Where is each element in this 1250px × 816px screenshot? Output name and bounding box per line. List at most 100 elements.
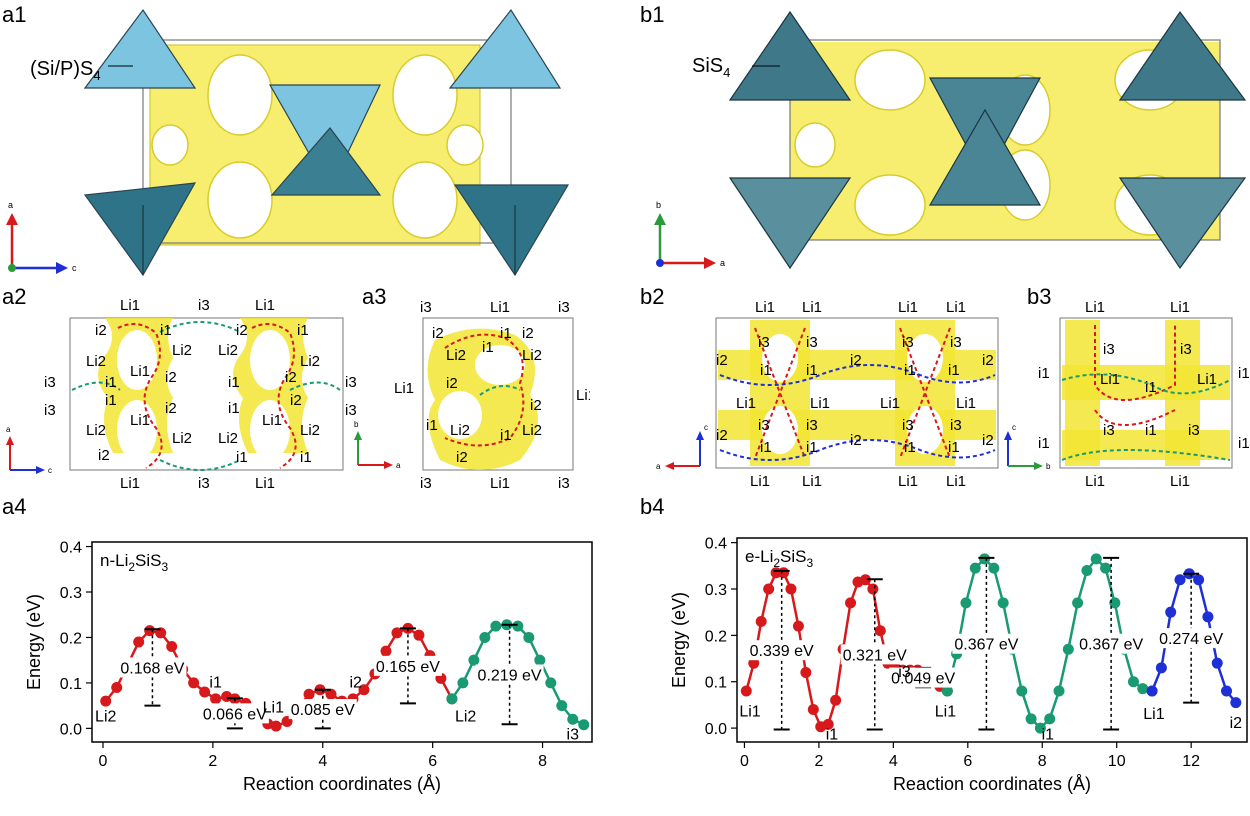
svg-text:Li2: Li2	[450, 422, 470, 439]
data-point	[133, 636, 145, 648]
barrier-label: 0.367 eV	[1079, 637, 1143, 654]
barrier-label-bg	[952, 633, 1021, 654]
data-point	[859, 574, 871, 586]
data-point	[523, 631, 535, 643]
data-point	[391, 627, 403, 639]
data-point	[830, 694, 842, 706]
svg-text:i1: i1	[1145, 379, 1157, 396]
svg-text:i2: i2	[432, 325, 444, 342]
data-point	[325, 688, 337, 700]
a1-tetra-label: (Si/P)S4	[30, 58, 101, 83]
x-tick-label: 10	[1108, 753, 1126, 770]
data-point	[188, 677, 200, 689]
data-point	[468, 654, 480, 666]
svg-text:Li2: Li2	[86, 353, 106, 370]
barrier-label: 0.066 eV	[203, 706, 267, 723]
x-tick-label: 12	[1182, 753, 1200, 770]
svg-text:i3: i3	[44, 402, 56, 419]
data-point	[1202, 611, 1214, 623]
barrier-label-bg	[1077, 633, 1146, 654]
svg-text:Li1: Li1	[255, 297, 275, 314]
svg-text:a: a	[6, 425, 11, 434]
x-axis-label: Reaction coordinates (Å)	[243, 774, 441, 794]
svg-text:i3: i3	[44, 374, 56, 391]
data-point	[270, 720, 282, 732]
panel-label-a3: a3	[362, 284, 387, 309]
y-tick-label: 0.1	[705, 675, 727, 692]
data-point	[199, 686, 211, 698]
axis-triad-b3: c b	[1004, 423, 1051, 471]
panel-label-b1: b1	[640, 2, 665, 27]
x-tick-label: 2	[814, 753, 823, 770]
energy-chart-a4: 0 2 4 6 8 0.0 0.1 0.2 0.3 0.4 Reaction coordinates…	[24, 540, 593, 794]
x-tick-label: 6	[428, 753, 437, 770]
site-mark-label: Li1	[935, 704, 956, 721]
svg-text:i1: i1	[105, 374, 117, 391]
barrier-label: 0.274 eV	[1159, 631, 1223, 648]
data-point	[988, 562, 1000, 574]
y-tick-label: 0.1	[60, 676, 82, 693]
panel-label-a4: a4	[2, 494, 27, 519]
data-point	[534, 654, 546, 666]
svg-text:i1: i1	[904, 362, 916, 379]
svg-text:Li2: Li2	[218, 342, 238, 359]
data-point	[1081, 564, 1093, 576]
svg-text:i3: i3	[758, 417, 770, 434]
data-point	[1146, 685, 1158, 697]
data-point	[166, 641, 178, 653]
site-mark-label: Li1	[1143, 706, 1164, 723]
structure-b3: Li1 Li1 i3 i3 i1 Li1 i1 Li1 i1 i3 i1 i3 …	[1000, 280, 1250, 495]
structure-a3: i3 Li1 i3 i2 i1 i2 Li2 Li2 i1 Li1 i2 Li1…	[350, 280, 590, 495]
svg-text:Li1: Li1	[1085, 473, 1105, 490]
structure-b1: SiS4 b a	[630, 0, 1250, 280]
x-tick-label: 4	[889, 753, 898, 770]
y-tick-label: 0.0	[60, 721, 82, 738]
data-point	[845, 597, 857, 609]
svg-text:i2: i2	[716, 427, 728, 444]
data-point	[997, 597, 1009, 609]
panel-label-a1: a1	[2, 2, 27, 27]
data-point	[1174, 574, 1186, 586]
svg-text:i1: i1	[904, 439, 916, 456]
svg-text:Li1: Li1	[1100, 371, 1120, 388]
svg-text:Li1: Li1	[736, 395, 756, 412]
plot-frame	[736, 537, 1248, 743]
barrier-label: 0.085 eV	[291, 702, 355, 719]
data-point	[1211, 657, 1223, 669]
svg-text:i2: i2	[522, 325, 534, 342]
site-mark-label: i1	[826, 727, 839, 744]
barrier-label-bg	[373, 655, 442, 676]
svg-text:i1: i1	[105, 392, 117, 409]
svg-text:Li1: Li1	[1170, 299, 1190, 316]
site-labels-a3: i3 Li1 i3 i2 i1 i2 Li2 Li2 i1 Li1 i2 Li1…	[394, 299, 590, 492]
data-point	[446, 693, 458, 705]
data-point	[1193, 574, 1205, 586]
panel-label-b4: b4	[640, 494, 665, 519]
svg-text:Li1: Li1	[490, 475, 510, 492]
site-mark-label: i1	[1042, 727, 1055, 744]
svg-text:Li1: Li1	[1170, 473, 1190, 490]
tetrahedra-b1	[728, 10, 1247, 270]
data-point	[874, 625, 886, 637]
y-axis-label: Energy (eV)	[669, 592, 689, 688]
svg-text:Li1: Li1	[956, 395, 976, 412]
svg-text:i2: i2	[285, 369, 297, 386]
plot-frame	[91, 541, 593, 743]
barrier-label: 0.049 eV	[891, 671, 955, 688]
data-point	[969, 562, 981, 574]
barrier-label-bg	[288, 699, 357, 720]
data-point	[755, 615, 767, 627]
site-labels-b2: Li1 Li1 Li1 Li1 i3 i3 i3 i3 i2 i1 i1 i2 …	[716, 299, 994, 490]
structure-b2: Li1 Li1 Li1 Li1 i3 i3 i3 i3 i2 i1 i1 i2 …	[640, 280, 1020, 495]
data-point	[512, 620, 524, 632]
data-point	[479, 631, 491, 643]
svg-text:Li2: Li2	[446, 347, 466, 364]
svg-text:i3: i3	[558, 299, 570, 316]
data-point	[1053, 685, 1065, 697]
data-point	[792, 620, 804, 632]
x-tick-label: 0	[740, 753, 749, 770]
data-point	[822, 718, 834, 730]
site-mark-label: Li2	[455, 709, 476, 726]
axis-triad-a2: a c	[6, 425, 52, 475]
data-point	[111, 681, 123, 693]
